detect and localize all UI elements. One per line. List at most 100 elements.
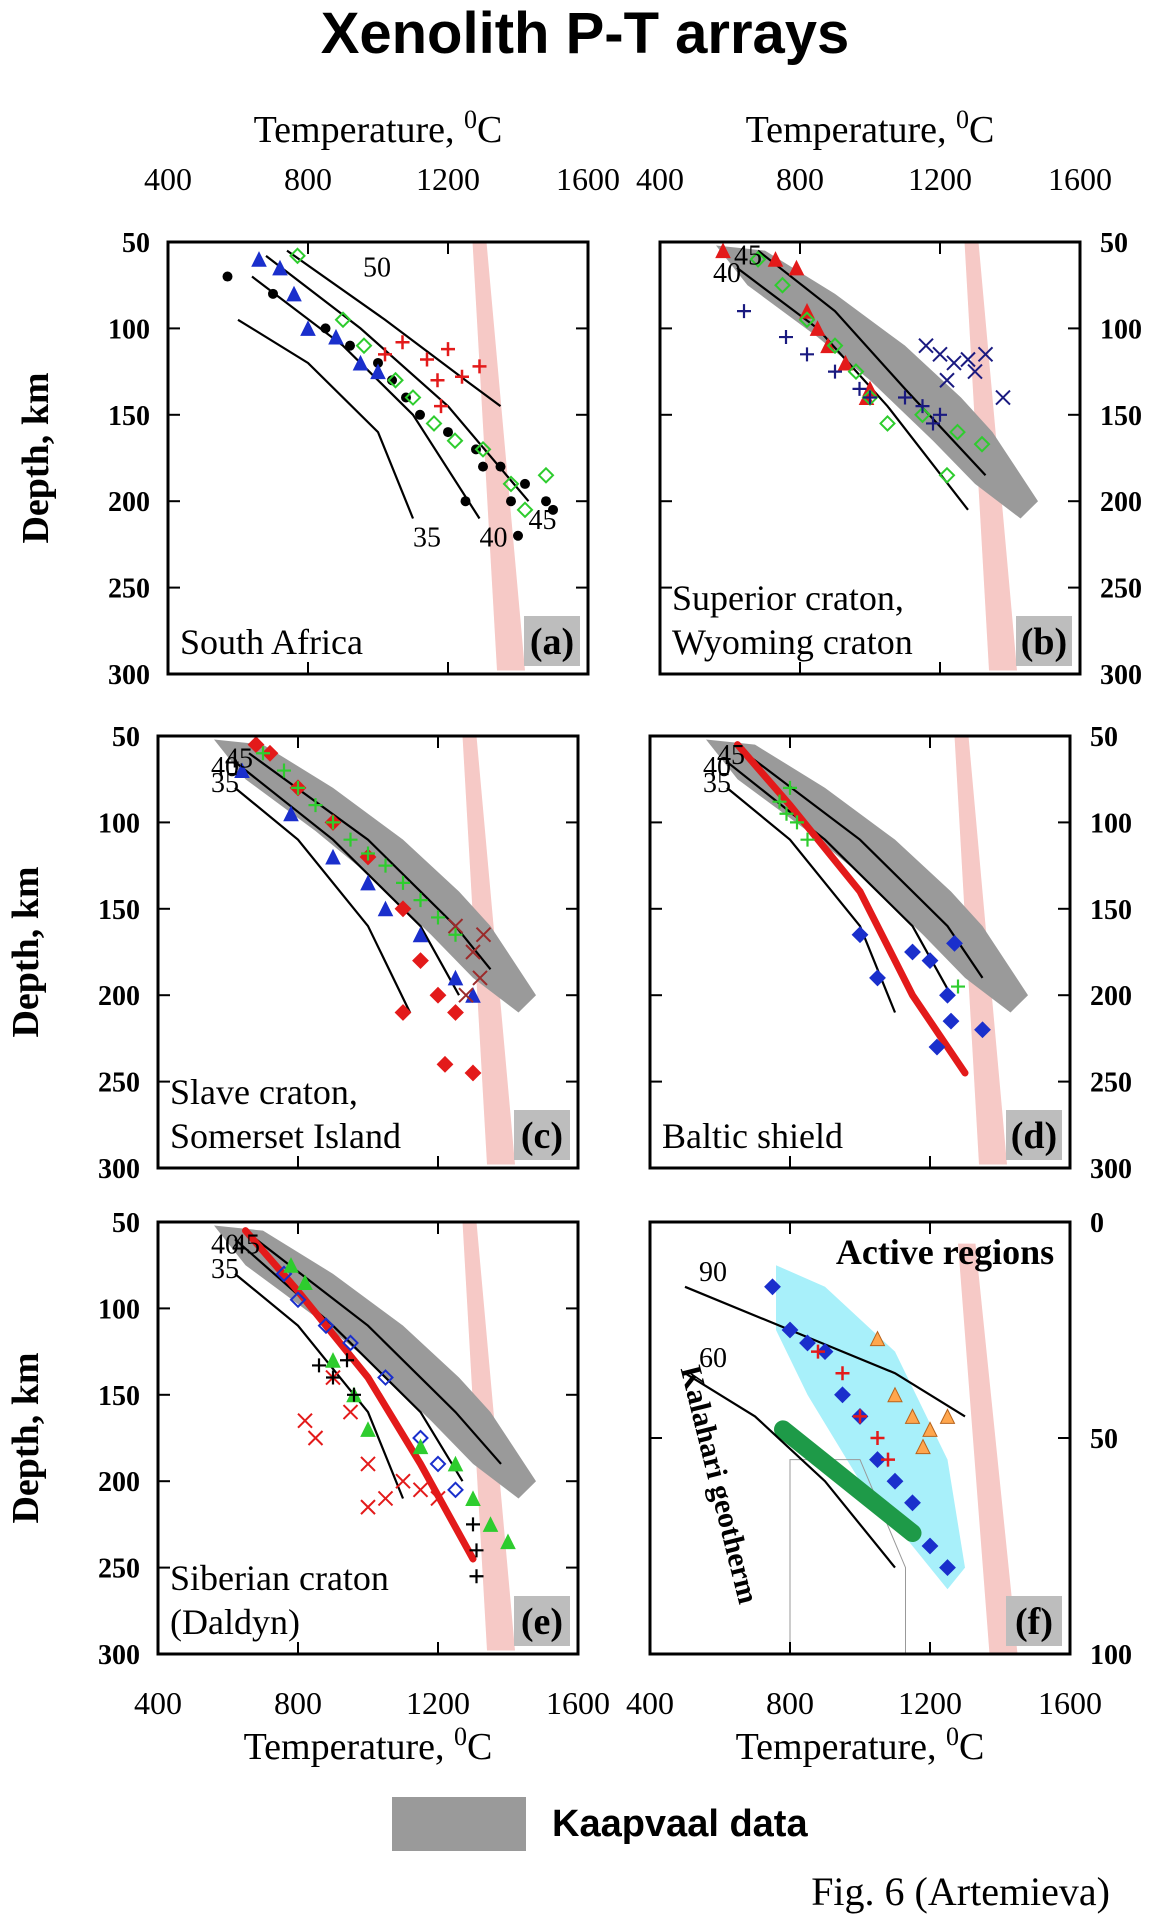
point-c-2-9 <box>413 893 428 908</box>
point-a-1-4 <box>404 389 422 406</box>
point-a-0-4 <box>373 357 383 368</box>
panel-title-d-0: Baltic shield <box>662 1116 843 1156</box>
point-b-1-3 <box>826 337 844 355</box>
panel-frame-e <box>156 1220 580 1656</box>
point-a-0-11 <box>520 478 530 489</box>
point-c-1-2 <box>325 848 341 865</box>
point-b-1-2 <box>798 311 816 329</box>
point-f-2-1 <box>887 1386 903 1403</box>
point-a-0-1 <box>268 288 278 299</box>
y-tick-label-d-200: 200 <box>1090 981 1132 1012</box>
panel-label-b: (b) <box>1021 621 1067 663</box>
point-e-2-7 <box>447 1481 464 1499</box>
point-c-3-1 <box>465 944 481 960</box>
geotherm-line-a-35 <box>237 318 415 519</box>
y-tick-label-c-150: 150 <box>98 895 140 926</box>
point-e-4-3 <box>347 1387 361 1402</box>
point-b-1-1 <box>774 276 791 294</box>
point-c-2-1 <box>277 763 291 778</box>
point-c-2-8 <box>396 875 410 890</box>
point-e-3-5 <box>412 1438 429 1455</box>
geotherm-line-e-35 <box>234 1272 405 1499</box>
point-a-2-4 <box>328 328 344 345</box>
geotherm-label-d-35: 35 <box>703 768 731 799</box>
panel-frame-b <box>658 240 1082 676</box>
panel-label-box-c <box>514 1110 570 1160</box>
geotherm-line-f-90 <box>684 1285 966 1418</box>
geotherm-label-f-60: 60 <box>699 1343 727 1374</box>
y-tick-label-e-200: 200 <box>98 1467 140 1498</box>
point-d-2-4 <box>800 832 815 847</box>
point-b-3-2 <box>946 355 962 371</box>
x-tick-label-a-1200: 1200 <box>416 161 480 197</box>
geotherm-line-e-40 <box>234 1238 464 1482</box>
point-d-1-5 <box>942 1012 960 1030</box>
point-f-1-2 <box>853 1409 867 1424</box>
point-c-0-9 <box>436 1055 454 1073</box>
point-c-2-10 <box>431 910 445 925</box>
point-d-2-0 <box>772 794 787 809</box>
x-tick-label-f-1600: 1600 <box>1038 1685 1102 1721</box>
point-a-0-15 <box>478 461 488 472</box>
point-a-0-3 <box>345 340 355 351</box>
y-tick-label-a-200: 200 <box>108 487 150 518</box>
panel-label-box-f <box>1006 1596 1062 1646</box>
panel-frame-c <box>156 734 580 1170</box>
point-a-0-12 <box>541 496 551 507</box>
point-b-2-8 <box>933 407 947 422</box>
y-axis-label-c: Depth, km <box>5 866 47 1037</box>
point-c-2-5 <box>343 832 358 847</box>
point-d-2-3 <box>790 815 804 830</box>
point-c-0-6 <box>412 952 429 970</box>
x-tick-label-e-1200: 1200 <box>406 1685 470 1721</box>
point-b-2-0 <box>737 304 751 319</box>
y-tick-label-c-250: 250 <box>98 1068 140 1099</box>
point-f-0-6 <box>869 1451 886 1469</box>
point-e-2-4 <box>377 1369 394 1386</box>
x-tick-label-a-400: 400 <box>144 161 192 197</box>
geotherm-label-c-40: 40 <box>211 752 239 783</box>
point-b-1-4 <box>847 363 865 381</box>
point-e-1-1 <box>307 1430 324 1446</box>
point-a-0-16 <box>460 496 471 507</box>
y-tick-label-e-100: 100 <box>98 1294 140 1325</box>
y-tick-label-b-150: 150 <box>1100 401 1142 432</box>
geotherm-line-c-45 <box>248 752 492 970</box>
point-f-2-0 <box>869 1330 886 1347</box>
y-tick-label-c-300: 300 <box>98 1154 140 1185</box>
x-tick-label-e-1600: 1600 <box>546 1685 610 1721</box>
point-c-0-5 <box>394 900 412 918</box>
geotherm-label-d-40: 40 <box>703 752 731 783</box>
point-f-0-1 <box>781 1321 799 1339</box>
point-b-1-9 <box>973 435 991 453</box>
point-e-3-8 <box>482 1516 499 1532</box>
point-c-1-3 <box>360 874 376 891</box>
solidus-band-f <box>958 1243 1018 1654</box>
point-f-1-0 <box>811 1344 825 1359</box>
point-c-2-7 <box>378 858 393 873</box>
panel-title-e-0: Siberian craton <box>170 1558 389 1598</box>
panel-title-b-1: Wyoming craton <box>672 622 913 662</box>
geotherm-line-a-50 <box>286 249 502 408</box>
x-tick-label-b-1600: 1600 <box>1048 161 1112 197</box>
point-e-2-1 <box>289 1291 307 1309</box>
point-b-2-1 <box>779 330 793 345</box>
point-b-0-6 <box>837 354 854 371</box>
panel-title-b-0: Superior craton, <box>672 578 904 618</box>
panel-plot-d <box>706 736 1028 1165</box>
y-tick-label-a-300: 300 <box>108 660 150 691</box>
x-tick-label-a-800: 800 <box>284 161 332 197</box>
point-f-0-8 <box>904 1494 921 1512</box>
point-b-2-3 <box>828 364 842 379</box>
x-tick-label-a-1600: 1600 <box>556 161 620 197</box>
point-c-0-7 <box>429 986 447 1004</box>
point-e-1-0 <box>297 1413 313 1429</box>
point-a-1-5 <box>425 415 443 432</box>
point-b-3-4 <box>967 363 983 380</box>
geotherm-label-a-40: 40 <box>480 522 508 553</box>
geotherm-label-e-45: 45 <box>232 1229 260 1260</box>
panel-label-f: (f) <box>1015 1601 1053 1643</box>
point-c-0-8 <box>447 1004 464 1021</box>
point-e-3-9 <box>500 1533 516 1550</box>
point-f-2-4 <box>939 1408 956 1424</box>
